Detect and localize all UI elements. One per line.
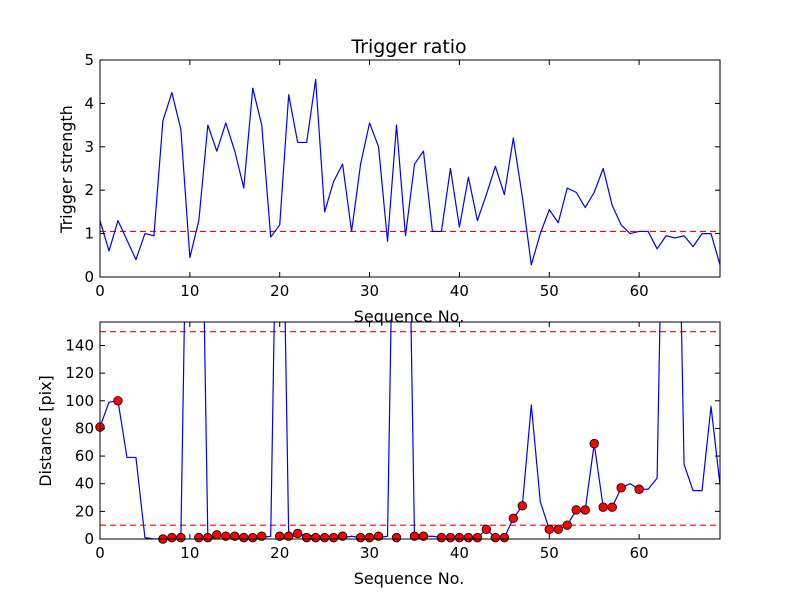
y-tick-label: 140 [65, 336, 94, 354]
data-point [571, 505, 581, 515]
data-point [553, 524, 563, 535]
data-point [373, 531, 384, 541]
x-tick-label: 20 [270, 282, 289, 300]
data-point [355, 532, 366, 543]
data-point [391, 532, 402, 543]
data-point [203, 532, 213, 543]
data-point [562, 520, 572, 530]
x-tick-label: 40 [450, 544, 469, 562]
data-point [544, 524, 554, 535]
chart-title: Trigger ratio [350, 36, 466, 58]
data-point [580, 505, 590, 515]
data-point [436, 532, 447, 543]
data-point [292, 528, 303, 539]
x-tick-label: 10 [180, 544, 199, 562]
data-point [113, 396, 123, 406]
data-point [616, 483, 626, 493]
data-point [607, 502, 617, 512]
y-tick-label: 5 [84, 51, 94, 69]
data-point [589, 438, 599, 449]
distance-plot: 0 10 20 30 40 50 60 0 20 40 60 80 100 120 140 [65, 321, 721, 562]
y-tick-label: 3 [84, 138, 94, 156]
x-tick-label: 50 [540, 544, 559, 562]
data-point [176, 532, 186, 543]
y-tick-label: 1 [84, 225, 94, 243]
data-point [319, 532, 330, 543]
x-tick-label: 20 [270, 544, 289, 562]
y-tick-label: 0 [84, 530, 94, 548]
x-tick-label: 0 [95, 544, 105, 562]
axes-frame [99, 59, 721, 278]
data-point [508, 513, 519, 523]
data-point [301, 532, 312, 543]
data-point [337, 531, 348, 541]
data-point [239, 532, 249, 543]
data-point [490, 532, 501, 543]
x-tick-label: 30 [360, 544, 379, 562]
data-point [167, 532, 177, 543]
data-point [463, 532, 474, 543]
data-point [445, 532, 456, 543]
y-tick-label: 2 [84, 181, 94, 199]
plot-area [100, 322, 720, 539]
y-tick-label: 0 [84, 268, 94, 286]
data-point [248, 532, 258, 543]
data-point [472, 532, 483, 543]
data-point [481, 524, 492, 535]
y-tick-label: 60 [75, 447, 94, 465]
data-point [212, 530, 222, 540]
x-tick-label: 0 [95, 282, 105, 300]
x-tick-label: 30 [360, 282, 379, 300]
series-line [100, 322, 720, 539]
data-point [283, 531, 294, 541]
x-tick-label: 60 [630, 282, 649, 300]
y-tick-label: 120 [65, 364, 94, 382]
data-point [194, 532, 204, 543]
x-tick-label: 40 [450, 282, 469, 300]
x-tick-label: 60 [630, 544, 649, 562]
data-point [257, 531, 267, 541]
x-axis-label: Sequence No. [354, 569, 465, 588]
x-tick-label: 10 [180, 282, 199, 300]
x-tick-label: 50 [540, 282, 559, 300]
data-point [634, 484, 644, 494]
data-point [517, 501, 528, 511]
data-point [499, 532, 510, 543]
data-point [230, 531, 240, 541]
x-axis-label: Sequence No. [354, 307, 465, 326]
data-point [418, 531, 429, 541]
data-point [598, 502, 608, 512]
trigger-strength-plot: 0 10 20 30 40 50 60 0 1 2 3 4 5 [84, 51, 721, 300]
y-tick-label: 100 [65, 392, 94, 410]
y-tick-label: 80 [75, 419, 94, 437]
data-point [310, 532, 321, 543]
y-axis-label: Trigger strength [57, 105, 76, 234]
y-tick-label: 20 [75, 502, 94, 520]
y-tick-label: 40 [75, 475, 94, 493]
data-point [328, 532, 339, 543]
series-line [100, 78, 720, 266]
plot-area [100, 78, 720, 266]
axes-frame [99, 321, 721, 540]
y-tick-label: 4 [84, 94, 94, 112]
y-axis-label: Distance [pix] [36, 375, 55, 487]
